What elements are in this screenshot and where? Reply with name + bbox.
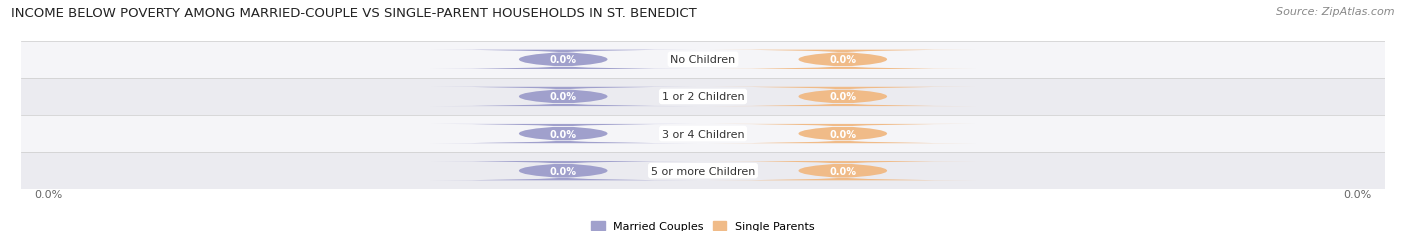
Text: 0.0%: 0.0% — [830, 92, 856, 102]
Text: INCOME BELOW POVERTY AMONG MARRIED-COUPLE VS SINGLE-PARENT HOUSEHOLDS IN ST. BEN: INCOME BELOW POVERTY AMONG MARRIED-COUPL… — [11, 7, 697, 20]
Bar — [21, 79, 1385, 116]
Text: 0.0%: 0.0% — [830, 55, 856, 65]
Legend: Married Couples, Single Parents: Married Couples, Single Parents — [592, 221, 814, 231]
Text: 0.0%: 0.0% — [1343, 189, 1371, 199]
FancyBboxPatch shape — [710, 124, 976, 144]
FancyBboxPatch shape — [430, 87, 696, 107]
Text: 0.0%: 0.0% — [830, 166, 856, 176]
Text: 0.0%: 0.0% — [550, 166, 576, 176]
FancyBboxPatch shape — [710, 50, 976, 70]
FancyBboxPatch shape — [430, 124, 696, 144]
Bar — [21, 116, 1385, 152]
Bar — [21, 42, 1385, 79]
FancyBboxPatch shape — [710, 87, 976, 107]
Text: 5 or more Children: 5 or more Children — [651, 166, 755, 176]
Text: 0.0%: 0.0% — [830, 129, 856, 139]
Text: 0.0%: 0.0% — [550, 55, 576, 65]
Text: 3 or 4 Children: 3 or 4 Children — [662, 129, 744, 139]
Bar — [21, 152, 1385, 189]
Text: 0.0%: 0.0% — [550, 129, 576, 139]
FancyBboxPatch shape — [430, 161, 696, 181]
Text: Source: ZipAtlas.com: Source: ZipAtlas.com — [1277, 7, 1395, 17]
Text: No Children: No Children — [671, 55, 735, 65]
Text: 1 or 2 Children: 1 or 2 Children — [662, 92, 744, 102]
Text: 0.0%: 0.0% — [35, 189, 63, 199]
Text: 0.0%: 0.0% — [550, 92, 576, 102]
FancyBboxPatch shape — [430, 50, 696, 70]
FancyBboxPatch shape — [710, 161, 976, 181]
